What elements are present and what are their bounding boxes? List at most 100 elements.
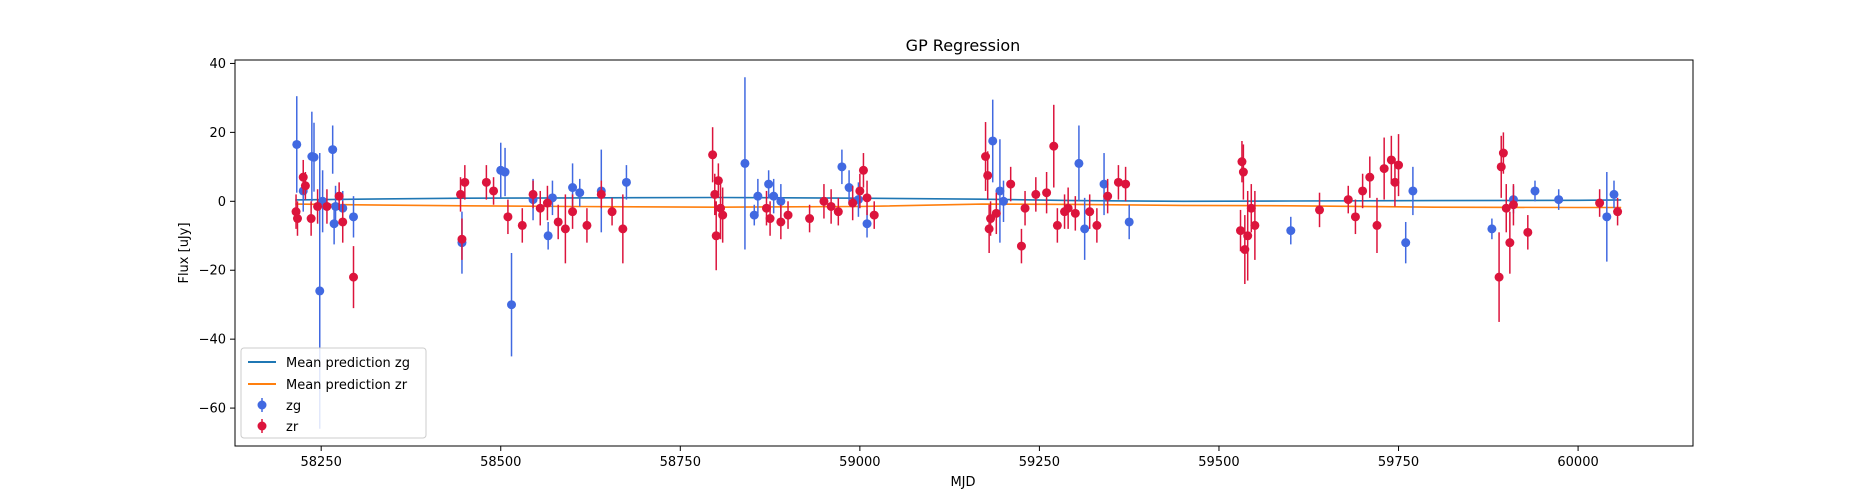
zg-data-point [995,139,1005,243]
zg-marker [844,183,854,193]
zr-marker [1092,220,1102,230]
zr-marker [1042,188,1052,198]
zr-data-point [1063,187,1073,229]
x-tick-label: 59500 [1198,455,1239,470]
zr-marker [710,189,720,199]
zr-data-point [1343,185,1353,214]
zr-data-point [1121,166,1131,202]
zr-marker [1052,220,1062,230]
zr-data-point [322,189,332,224]
zr-data-point [1236,209,1246,252]
zr-data-point [855,173,865,209]
zr-marker [535,203,545,213]
zr-marker [983,170,993,180]
zg-data-point [753,178,763,214]
zr-data-point [819,184,829,219]
zr-data-point [1103,178,1113,214]
zg-marker [1401,238,1411,248]
zr-marker [869,210,879,220]
zr-marker [783,210,793,220]
zr-marker [1386,155,1396,165]
zg-data-point [292,96,302,193]
zr-marker [481,177,491,187]
zr-marker [862,193,872,203]
zg-marker [309,152,319,162]
zr-data-point [1379,137,1389,200]
zr-data-point [1049,104,1059,188]
zr-marker [1085,207,1095,217]
zr-data-point [1085,194,1095,229]
x-tick-label: 59000 [839,455,880,470]
zr-marker [984,224,994,234]
zg-data-point [749,204,759,226]
zr-marker [713,176,723,186]
zr-marker [858,165,868,175]
zr-data-point [1020,190,1030,226]
zr-data-point [334,182,344,210]
zr-data-point [489,177,499,205]
zr-marker [776,217,786,227]
zr-marker [1390,177,1400,187]
zr-data-point [292,201,302,236]
zr-data-point [869,201,879,229]
zg-marker [568,183,578,193]
zr-data-point [986,201,996,236]
zg-data-point [309,122,319,192]
zr-data-point [1113,165,1123,200]
zr-marker [322,201,332,211]
zg-marker [988,136,998,146]
chart-title: GP Regression [906,36,1021,55]
zr-marker [1496,162,1506,172]
zg-data-point [837,149,847,185]
zr-marker [1006,179,1016,189]
zr-data-point [1358,173,1368,209]
zg-data-point [1401,221,1411,264]
zg-marker [1099,179,1109,189]
zr-data-point [607,197,617,226]
x-tick-label: 59250 [1019,455,1060,470]
zg-marker [543,231,553,241]
zr-marker [1250,220,1260,230]
zr-data-point [984,204,994,253]
zr-data-point [1498,132,1508,174]
zr-marker [981,152,991,161]
zr-marker [708,150,718,160]
zr-data-point [1394,134,1404,197]
zg-data-point [543,221,553,250]
zg-data-point [769,178,779,214]
zg-data-point [1530,180,1540,202]
zg-data-point [844,170,854,205]
zg-marker [1487,224,1497,234]
zr-data-point [858,153,868,188]
legend-label-zr: zr [286,420,299,435]
zr-data-point [1372,197,1382,253]
zr-marker [1113,177,1123,187]
zr-marker [1238,167,1248,177]
zg-data-point [1554,189,1564,210]
zr-data-point [568,194,578,229]
zr-marker [456,189,466,199]
legend-zg-marker [257,400,267,410]
zg-marker [1609,189,1619,199]
zg-data-point [500,147,510,197]
zr-marker [528,189,538,199]
zg-marker [769,191,779,201]
zr-data-point [300,172,310,200]
zg-marker [749,210,759,220]
zr-marker [582,220,592,230]
zr-marker [1501,203,1511,213]
zr-data-point [1092,208,1102,243]
zr-data-point [1508,184,1518,226]
zr-marker [618,224,628,234]
zr-marker [489,186,499,196]
zr-marker [298,172,308,182]
zr-data-point [1595,189,1605,217]
x-tick-label: 58250 [301,455,342,470]
zr-data-point [618,194,628,264]
zg-marker [1554,195,1564,205]
zr-data-point [765,201,775,236]
zr-marker [1243,231,1253,241]
zr-data-point [718,187,728,243]
zg-data-point [1124,204,1134,240]
